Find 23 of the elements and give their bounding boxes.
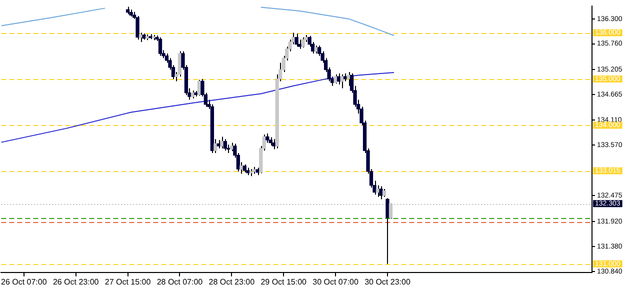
- candlestick: [379, 186, 383, 200]
- candlestick: [272, 138, 276, 150]
- x-tick-label: 26 Oct 07:00: [1, 277, 48, 286]
- candlestick: [136, 16, 140, 40]
- candlestick: [158, 36, 162, 56]
- x-tick-label: 28 Oct 23:00: [208, 277, 256, 286]
- candlestick: [301, 36, 305, 48]
- x-tick-label: 27 Oct 15:00: [104, 277, 152, 286]
- x-tick-label: 30 Oct 23:00: [364, 277, 411, 286]
- candlestick: [214, 138, 218, 154]
- candlestick: [388, 202, 393, 220]
- candlestick: [223, 138, 228, 152]
- candlestick: [334, 74, 338, 84]
- candlestick: [340, 74, 344, 89]
- candlestick: [346, 72, 350, 86]
- x-tick-label: 26 Oct 23:00: [52, 277, 100, 286]
- candlestick: [386, 198, 390, 264]
- x-tick-label: 30 Oct 07:00: [312, 277, 359, 286]
- x-tick-label: 28 Oct 07:00: [156, 277, 204, 286]
- candlestick: [266, 133, 270, 144]
- candlestick: [294, 33, 298, 48]
- x-tick-label: 29 Oct 15:00: [260, 277, 308, 286]
- candlestick: [240, 162, 244, 174]
